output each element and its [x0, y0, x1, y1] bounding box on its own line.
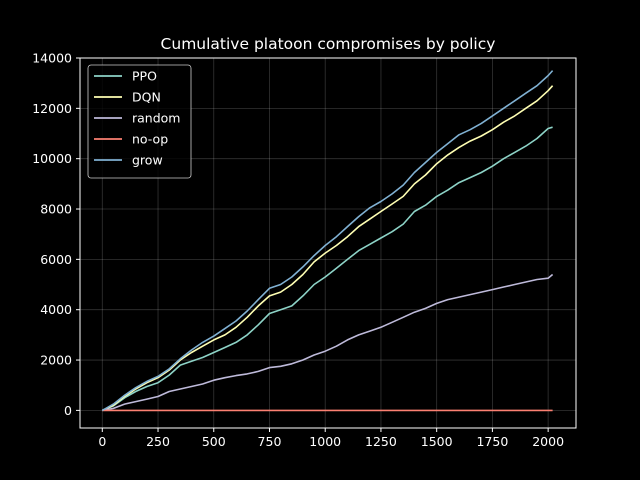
- y-tick-label: 12000: [32, 101, 72, 116]
- x-tick-label: 2000: [532, 434, 564, 449]
- series-line-DQN: [101, 85, 554, 412]
- legend-label-random: random: [132, 111, 180, 126]
- y-axis: 0 2000 4000 6000 8000 10000 12000 14000: [32, 51, 80, 418]
- legend-label-PPO: PPO: [132, 69, 157, 84]
- y-tick-label: 0: [64, 403, 72, 418]
- plot-area-frame: [79, 57, 577, 429]
- y-tick-label: 6000: [40, 252, 72, 267]
- x-tick-label: 0: [98, 434, 106, 449]
- x-tick-label: 1250: [365, 434, 397, 449]
- y-tick-label: 10000: [32, 151, 72, 166]
- x-axis: 0 250 500 750 1000 1250 1500 1750 2000: [98, 428, 564, 449]
- chart-title: Cumulative platoon compromises by policy: [161, 35, 496, 53]
- x-tick-label: 250: [146, 434, 170, 449]
- legend-label-no-op: no-op: [132, 132, 168, 147]
- series-line-grow: [101, 70, 554, 412]
- y-tick-label: 8000: [40, 202, 72, 217]
- x-tick-label: 750: [258, 434, 282, 449]
- x-tick-label: 1000: [309, 434, 341, 449]
- x-tick-label: 500: [202, 434, 226, 449]
- series-line-random: [102, 273, 554, 412]
- x-tick-label: 1500: [421, 434, 453, 449]
- legend-label-DQN: DQN: [132, 90, 161, 105]
- series-line-PPO: [101, 126, 553, 412]
- y-tick-label: 4000: [40, 302, 72, 317]
- x-tick-label: 1750: [476, 434, 508, 449]
- legend: PPO DQN random no-op grow: [87, 64, 192, 179]
- y-tick-label: 14000: [32, 51, 72, 66]
- legend-label-grow: grow: [132, 153, 163, 168]
- y-tick-label: 2000: [40, 353, 72, 368]
- series-lines: [101, 70, 554, 412]
- legend-box: [87, 64, 192, 179]
